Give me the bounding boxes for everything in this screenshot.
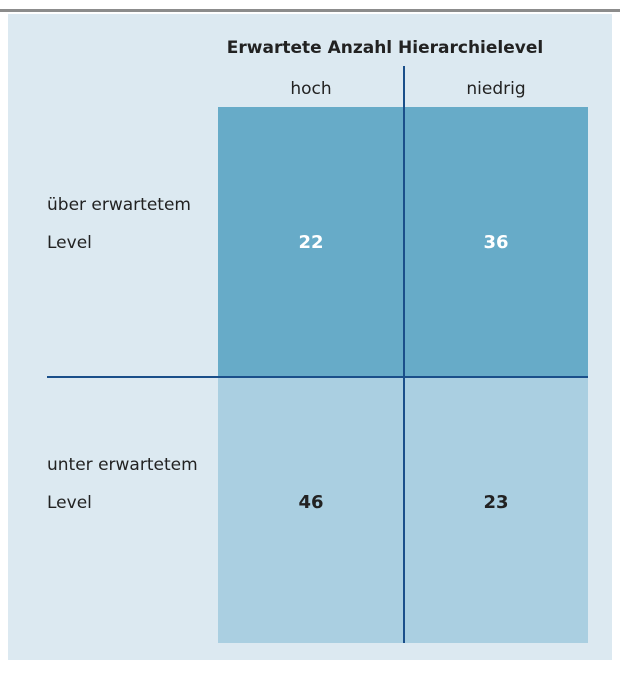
row-label: unter erwartetem bbox=[47, 455, 198, 475]
cell-value: 36 bbox=[483, 232, 508, 253]
top-rule bbox=[0, 9, 620, 12]
row-label: Level bbox=[47, 493, 92, 513]
row-label: Level bbox=[47, 233, 92, 253]
column-header: niedrig bbox=[466, 79, 525, 99]
content: hoch niedrig über erwartetem Level 22 36 unter… bbox=[47, 79, 526, 513]
column-header: hoch bbox=[290, 79, 331, 99]
cell-value: 46 bbox=[298, 492, 323, 513]
title: Erwartete Anzahl Hierarchielevel bbox=[227, 38, 543, 58]
cell-value: 22 bbox=[298, 232, 323, 253]
cell-value: 23 bbox=[483, 492, 508, 513]
row-label: über erwartetem bbox=[47, 195, 191, 215]
